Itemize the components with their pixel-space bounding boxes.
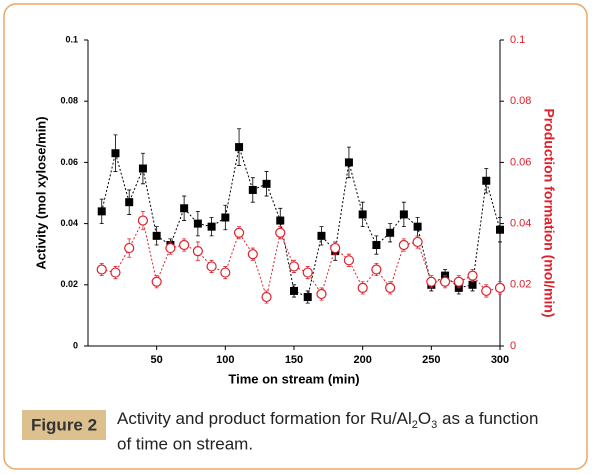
x-tick-label: 200 (353, 354, 371, 366)
marker (494, 282, 506, 293)
y2-tick-label: 0.06 (510, 156, 531, 168)
marker (111, 149, 120, 158)
marker (481, 285, 492, 297)
marker (247, 249, 258, 260)
marker (344, 158, 353, 167)
marker (110, 267, 121, 278)
x-tick-label: 300 (491, 354, 509, 366)
marker (138, 164, 147, 173)
marker (290, 286, 298, 295)
y2-tick-label: 0.1 (510, 34, 525, 46)
caption-sub: 2 (412, 419, 418, 431)
marker (221, 213, 230, 222)
frame (3, 3, 588, 470)
y-tick-label: 0.08 (60, 96, 78, 106)
marker (206, 261, 217, 272)
marker (233, 227, 245, 238)
marker (276, 216, 285, 225)
x-tick-label: 50 (151, 354, 163, 366)
marker (207, 222, 216, 231)
marker (248, 185, 257, 194)
marker (165, 242, 176, 254)
marker (137, 215, 149, 226)
marker (330, 242, 341, 254)
marker (358, 210, 367, 219)
marker (386, 228, 395, 237)
marker (317, 231, 326, 240)
y2-tick-label: 0.04 (510, 218, 531, 230)
marker (316, 288, 327, 300)
y-tick-label: 0 (73, 340, 78, 350)
y-axis-label: Activity (mol xylose/min) (33, 116, 48, 269)
marker (467, 270, 478, 281)
y2-tick-label: 0.08 (510, 95, 531, 107)
marker (124, 242, 135, 254)
caption-text: Activity and product formation for Ru/Al… (117, 409, 538, 430)
marker (496, 225, 504, 234)
marker (399, 210, 408, 219)
marker (357, 282, 368, 293)
y2-axis-label: Production formation (mol/min) (541, 108, 557, 317)
marker (97, 207, 106, 216)
series-line (101, 219, 501, 299)
y-tick-label: 0.1 (65, 34, 78, 44)
marker (152, 231, 161, 240)
marker (193, 219, 202, 228)
caption-text: of time on stream. (117, 434, 253, 453)
marker (179, 239, 190, 251)
x-tick-label: 250 (422, 354, 440, 366)
caption-part: as a function (437, 409, 538, 428)
marker (235, 143, 244, 152)
y-tick-label: 0.02 (60, 279, 78, 289)
caption-part: Activity and product formation for Ru/Al (117, 409, 412, 428)
marker (180, 204, 189, 213)
marker (151, 276, 162, 287)
y2-tick-label: 0.02 (510, 279, 531, 291)
y-tick-label: 0.06 (60, 157, 78, 167)
y2-tick-label: 0 (510, 340, 516, 352)
marker (192, 246, 203, 257)
marker (303, 293, 312, 302)
marker (343, 255, 355, 266)
marker (96, 264, 107, 275)
marker (426, 276, 437, 287)
marker (385, 282, 396, 293)
marker (220, 267, 231, 278)
marker (398, 239, 409, 251)
marker (302, 267, 313, 278)
marker (453, 276, 464, 287)
caption-part: O (418, 409, 431, 428)
marker (482, 176, 491, 185)
marker (288, 261, 300, 272)
x-tick-label: 100 (216, 354, 234, 366)
marker (261, 291, 272, 303)
caption-sub: 3 (431, 419, 437, 431)
marker (468, 280, 477, 289)
marker (372, 241, 381, 250)
marker (262, 179, 271, 188)
marker (275, 227, 286, 238)
marker (413, 222, 422, 231)
marker (125, 198, 134, 207)
y-tick-label: 0.04 (60, 218, 78, 228)
x-axis-label: Time on stream (min) (228, 371, 359, 386)
marker (439, 276, 451, 287)
marker (412, 236, 423, 248)
marker (371, 264, 382, 275)
caption-label-box (22, 410, 106, 440)
x-tick-label: 150 (285, 354, 303, 366)
caption-label: Figure 2 (31, 415, 97, 434)
